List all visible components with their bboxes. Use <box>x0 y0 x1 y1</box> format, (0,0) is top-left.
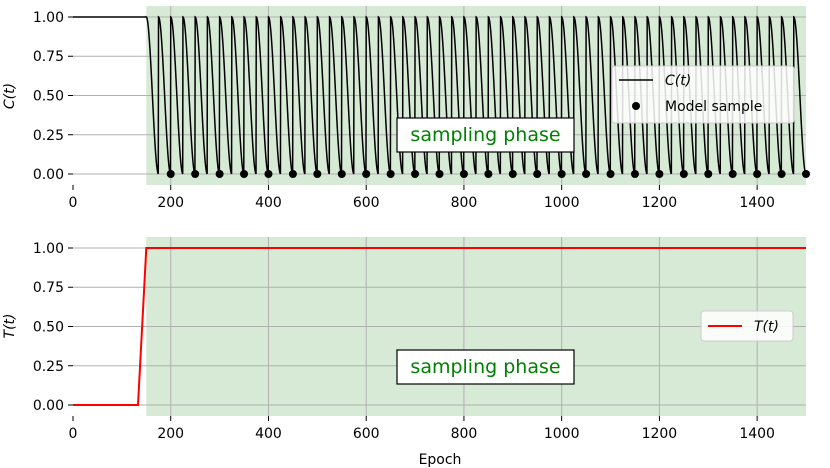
panel-bottom: 0.00 0.25 0.50 0.75 1.00 0 200 400 600 800 1000 12… <box>2 237 807 468</box>
model-sample-point <box>728 170 737 179</box>
y-tick-label: 1.00 <box>33 241 64 257</box>
legend: C(t) Model sample <box>611 65 795 124</box>
x-tick-label: 600 <box>353 426 380 442</box>
phase-label-text: sampling phase <box>410 124 560 146</box>
x-tick-label: 1000 <box>544 195 580 211</box>
y-tick-label: 0.25 <box>33 128 64 144</box>
model-sample-point <box>655 170 664 179</box>
x-tick-label: 400 <box>255 195 282 211</box>
y-tick-label: 1.00 <box>33 10 64 26</box>
phase-label: sampling phase <box>396 349 575 385</box>
x-tick-label: 800 <box>451 195 478 211</box>
model-sample-point <box>704 170 713 179</box>
y-axis-label: T(t) <box>2 314 18 339</box>
x-tick-label: 1200 <box>642 426 678 442</box>
model-sample-point <box>508 170 517 179</box>
model-sample-point <box>337 170 346 179</box>
x-tick-label: 600 <box>353 195 380 211</box>
x-tick-label: 1400 <box>739 426 775 442</box>
y-tick-label: 0.50 <box>33 89 64 105</box>
phase-label: sampling phase <box>396 117 575 153</box>
series-line-t <box>73 246 806 407</box>
y-ticks: 0.00 0.25 0.50 0.75 1.00 <box>33 10 73 183</box>
x-tick-label: 0 <box>69 426 78 442</box>
model-sample-point <box>435 170 444 179</box>
model-sample-point <box>215 170 224 179</box>
x-tick-label: 0 <box>69 195 78 211</box>
model-sample-point <box>582 170 591 179</box>
legend-entry: T(t) <box>754 319 779 335</box>
y-ticks: 0.00 0.25 0.50 0.75 1.00 <box>33 241 73 414</box>
model-sample-point <box>484 170 493 179</box>
y-tick-label: 0.75 <box>33 49 64 65</box>
model-sample-point <box>362 170 371 179</box>
model-sample-point <box>411 170 420 179</box>
x-tick-label: 800 <box>451 426 478 442</box>
legend-swatch-sample <box>632 102 640 110</box>
model-sample-point <box>606 170 615 179</box>
model-sample-point <box>753 170 762 179</box>
x-tick-label: 200 <box>157 195 184 211</box>
x-tick-label: 200 <box>157 426 184 442</box>
model-sample-point <box>240 170 249 179</box>
model-sample-point <box>533 170 542 179</box>
model-sample-point <box>288 170 297 179</box>
x-ticks: 0 200 400 600 800 1000 1200 1400 <box>69 416 775 442</box>
y-tick-label: 0.00 <box>33 398 64 414</box>
panel-top: 0.00 0.25 0.50 0.75 1.00 0 200 400 600 800 1000 12… <box>2 6 810 211</box>
x-tick-label: 1200 <box>642 195 678 211</box>
x-tick-label: 400 <box>255 426 282 442</box>
phase-label-text: sampling phase <box>410 356 560 378</box>
legend: T(t) <box>700 310 794 342</box>
model-sample-point <box>191 170 200 179</box>
x-ticks: 0 200 400 600 800 1000 1200 1400 <box>69 185 775 211</box>
x-tick-label: 1400 <box>739 195 775 211</box>
y-tick-label: 0.75 <box>33 280 64 296</box>
model-sample-point <box>386 170 395 179</box>
y-tick-label: 0.25 <box>33 359 64 375</box>
legend-entry: Model sample <box>665 99 762 115</box>
model-sample-point <box>557 170 566 179</box>
model-sample-point <box>777 170 786 179</box>
model-sample-point <box>630 170 639 179</box>
model-sample-point <box>166 170 175 179</box>
model-sample-point <box>264 170 273 179</box>
legend-entry: C(t) <box>665 73 691 89</box>
model-sample-point <box>313 170 322 179</box>
model-sample-point <box>802 170 810 179</box>
y-axis-label: C(t) <box>2 83 18 109</box>
model-sample-points <box>166 170 810 179</box>
model-sample-point <box>459 170 468 179</box>
y-tick-label: 0.00 <box>33 167 64 183</box>
y-tick-label: 0.50 <box>33 320 64 336</box>
x-axis-label: Epoch <box>419 452 462 468</box>
model-sample-point <box>679 170 688 179</box>
x-tick-label: 1000 <box>544 426 580 442</box>
